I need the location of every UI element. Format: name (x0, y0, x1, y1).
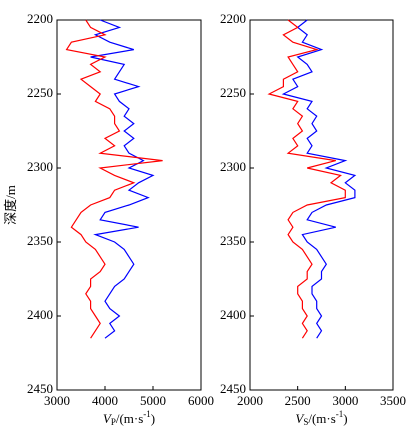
log-line (65, 19, 163, 339)
x-tick-label: 4000 (92, 393, 118, 408)
plot-frame (56, 19, 202, 391)
x-tick-label: 6000 (188, 393, 214, 408)
x-tick-label: 3000 (332, 393, 358, 408)
y-tick-label: 2250 (220, 85, 246, 100)
x-axis-label-part: V (295, 411, 305, 426)
x-tick-label: 2500 (285, 393, 311, 408)
y-tick-label: 2250 (27, 85, 53, 100)
log-line (90, 19, 155, 339)
x-tick-label: 3000 (44, 393, 70, 408)
x-axis-label-part: V (103, 411, 113, 426)
x-axis-label-part: P (111, 417, 116, 427)
y-tick-label: 2200 (27, 11, 53, 26)
log-line (281, 19, 357, 339)
y-tick-label: 2200 (220, 11, 246, 26)
x-axis-label-part: S (303, 417, 308, 427)
y-axis-label: 深度/m (3, 185, 18, 225)
log-line (267, 19, 346, 339)
x-axis-label-part: /(m·s (116, 411, 143, 426)
y-tick-label: 2400 (27, 307, 53, 322)
y-tick-label: 2450 (220, 381, 246, 396)
plot-frame (249, 19, 394, 391)
y-tick-label: 2300 (220, 159, 246, 174)
x-axis-label-part: -1 (143, 409, 151, 419)
x-tick-label: 3500 (380, 393, 406, 408)
x-axis-label-part: /(m·s (308, 411, 335, 426)
y-tick-label: 2300 (27, 159, 53, 174)
x-axis-label: VS/(m·s-1) (295, 409, 347, 427)
x-tick-label: 2000 (237, 393, 263, 408)
y-tick-label: 2450 (27, 381, 53, 396)
y-tick-label: 2400 (220, 307, 246, 322)
x-axis-label-part: ) (151, 411, 155, 426)
y-tick-label: 2350 (27, 233, 53, 248)
x-tick-label: 5000 (140, 393, 166, 408)
x-axis-label-part: ) (343, 411, 347, 426)
x-axis-label-part: -1 (336, 409, 344, 419)
x-axis-label: VP/(m·s-1) (103, 409, 155, 427)
y-tick-label: 2350 (220, 233, 246, 248)
